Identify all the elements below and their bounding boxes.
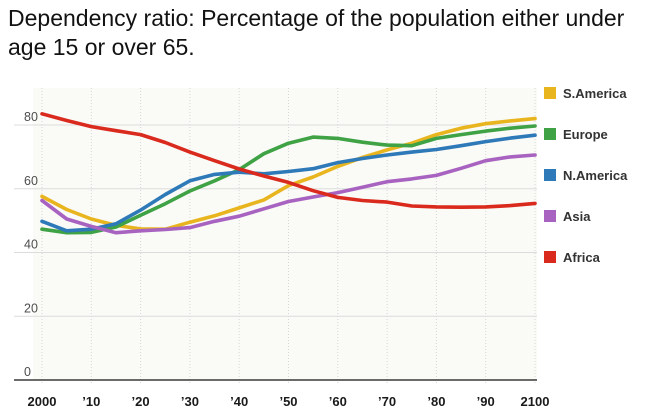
y-tick-label-0: 0 [24, 365, 31, 379]
legend-label-n-america: N.America [563, 167, 628, 183]
x-tick-label-2050: ’50 [279, 394, 297, 409]
x-tick-label-2010: ’10 [82, 394, 100, 409]
legend-swatch-africa [544, 251, 556, 263]
legend-item-africa: Africa [544, 249, 600, 265]
x-tick-label-2020: ’20 [132, 394, 150, 409]
x-tick-label-2070: ’70 [378, 394, 396, 409]
x-tick-label-2000: 2000 [28, 394, 57, 409]
series-line-europe [40, 124, 537, 235]
series-line-asia [40, 153, 537, 235]
legend-swatch-n-america [544, 169, 556, 181]
legend-item-asia: Asia [544, 208, 591, 224]
x-tick-label-2090: ’90 [477, 394, 495, 409]
legend-label-europe: Europe [563, 126, 608, 142]
x-tick-label-2100: 2100 [521, 394, 550, 409]
legend-label-asia: Asia [563, 208, 591, 224]
legend-swatch-s-america [544, 87, 556, 99]
legend-item-s-america: S.America [544, 85, 627, 101]
chart-title-line2: age 15 or over 65. [8, 34, 195, 60]
chart-title: Dependency ratio: Percentage of the popu… [8, 4, 658, 62]
legend-item-europe: Europe [544, 126, 608, 142]
y-tick-label-80: 80 [24, 110, 38, 124]
x-tick-label-2060: ’60 [329, 394, 347, 409]
plot-background [33, 88, 537, 380]
legend-item-n-america: N.America [544, 167, 628, 183]
y-tick-label-20: 20 [24, 301, 38, 315]
x-tick-label-2030: ’30 [181, 394, 199, 409]
series-line-s-america [40, 116, 537, 231]
series-line-n-america [40, 133, 537, 233]
legend-label-s-america: S.America [563, 85, 627, 101]
x-tick-label-2080: ’80 [427, 394, 445, 409]
x-tick-label-2040: ’40 [230, 394, 248, 409]
legend-label-africa: Africa [563, 249, 600, 265]
legend-swatch-europe [544, 128, 556, 140]
legend-swatch-asia [544, 210, 556, 222]
series-line-africa [40, 112, 537, 209]
y-tick-label-60: 60 [24, 174, 38, 188]
y-tick-label-40: 40 [24, 238, 38, 252]
chart-title-line1: Dependency ratio: Percentage of the popu… [8, 5, 625, 31]
